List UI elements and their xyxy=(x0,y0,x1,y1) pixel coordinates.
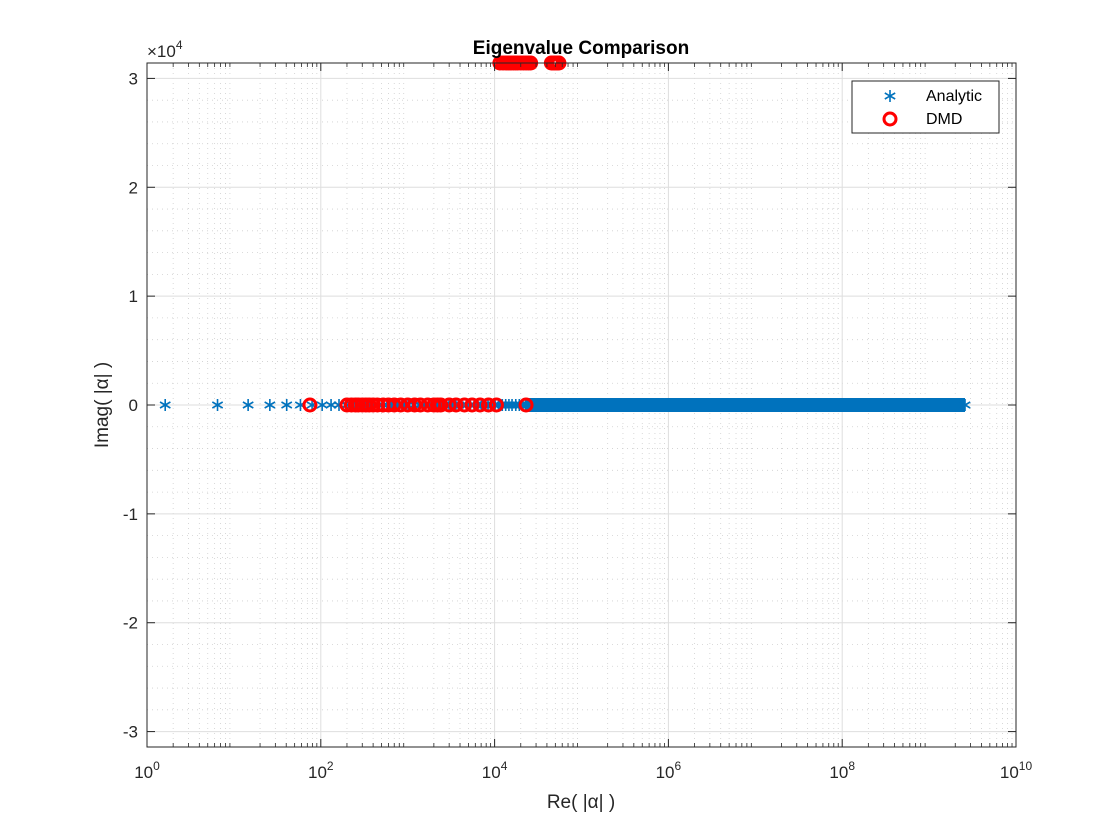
legend-analytic-marker xyxy=(884,90,896,102)
x-tick-label: 102 xyxy=(308,759,334,782)
dmd-point xyxy=(456,397,472,413)
dmd-point xyxy=(302,397,318,413)
dmd-point xyxy=(518,397,534,413)
x-tick-label: 108 xyxy=(829,759,855,782)
minor-grid xyxy=(147,63,1016,747)
axes-frame xyxy=(146,62,1017,748)
y-tick-label: -3 xyxy=(123,723,138,742)
legend-analytic-label: Analytic xyxy=(926,88,982,105)
y-tick-labels: -3 -2 -1 0 1 2 3 xyxy=(123,69,138,741)
analytic-point xyxy=(242,399,254,411)
y-tick-label: 2 xyxy=(129,178,138,197)
legend-analytic-asterisk xyxy=(884,90,896,102)
y-tick-label: -1 xyxy=(123,505,138,524)
dmd-point xyxy=(472,397,488,413)
legend-box xyxy=(851,80,1000,134)
legend: Analytic DMD xyxy=(851,80,1000,134)
y-exponent-prefix: ×10 xyxy=(147,42,176,61)
x-axis-label: Re( |α| ) xyxy=(547,792,615,813)
legend-dmd-label: DMD xyxy=(926,111,962,128)
chart-title: Eigenvalue Comparison xyxy=(473,38,689,59)
dmd-point xyxy=(480,397,496,413)
dmd-point xyxy=(448,397,464,413)
x-tick-label: 106 xyxy=(656,759,682,782)
y-tick-label: 0 xyxy=(129,396,138,415)
y-tick-label: 1 xyxy=(129,287,138,306)
x-tick-labels: 100 102 104 106 108 1010 xyxy=(134,759,1032,782)
analytic-point xyxy=(211,399,224,411)
analytic-point-last xyxy=(959,399,971,411)
x-tick-label: 1010 xyxy=(1000,759,1033,782)
y-axis-label: Imag( |α| ) xyxy=(92,362,113,448)
analytic-dense-band xyxy=(525,398,966,412)
analytic-point xyxy=(281,399,293,411)
y-axis-exponent: ×104 xyxy=(147,38,183,61)
legend-dmd-circle xyxy=(882,111,898,127)
y-tick-label: -2 xyxy=(123,614,138,633)
y-exponent-power: 4 xyxy=(176,38,183,52)
plot-area xyxy=(146,55,1017,748)
dmd-point xyxy=(441,397,457,413)
dmd-point xyxy=(433,397,449,413)
dmd-point xyxy=(393,397,409,413)
analytic-point xyxy=(316,399,328,411)
analytic-point xyxy=(264,399,276,411)
dmd-series xyxy=(302,55,567,413)
x-tick-label: 104 xyxy=(482,759,508,782)
y-tick-label: 3 xyxy=(129,69,138,88)
analytic-point xyxy=(159,399,171,411)
dmd-point xyxy=(488,397,504,413)
legend-dmd-marker xyxy=(882,111,898,127)
x-tick-label: 100 xyxy=(134,759,160,782)
dmd-point xyxy=(464,397,480,413)
